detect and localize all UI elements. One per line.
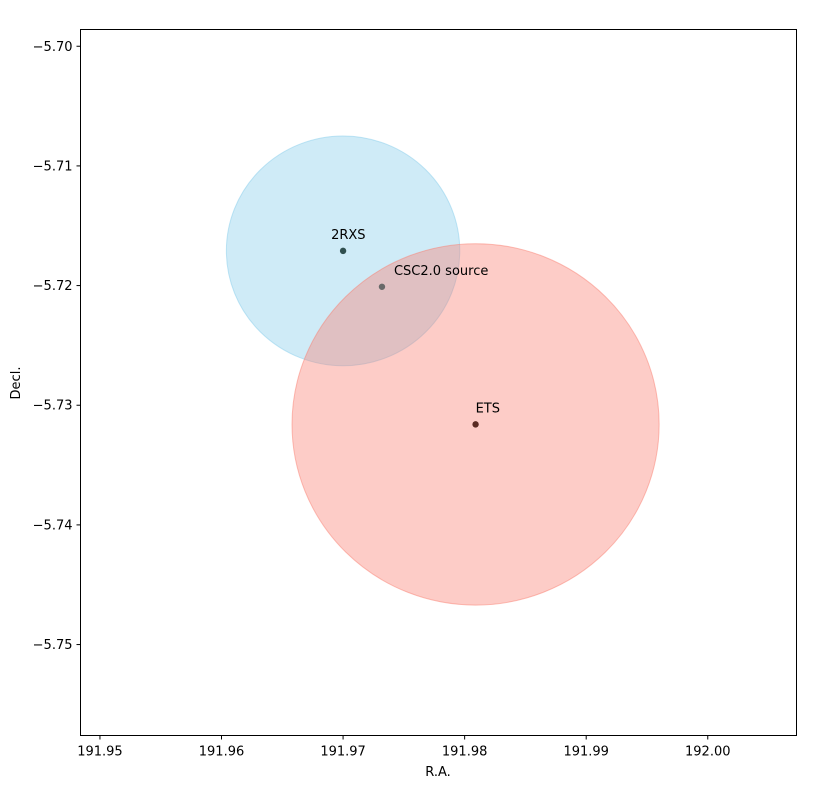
x-tick-label: 191.96	[199, 745, 245, 760]
y-tick-label: −5.70	[33, 40, 73, 55]
x-tick-label: 191.97	[320, 745, 366, 760]
point-label-ets: ETS	[476, 401, 500, 416]
plot-frame	[80, 29, 797, 736]
point-label-csc2-0-source: CSC2.0 source	[394, 264, 488, 279]
x-tick-label: 191.95	[77, 745, 123, 760]
y-tick-label: −5.75	[33, 638, 73, 653]
y-tick-label: −5.73	[33, 399, 73, 414]
y-axis-label: Decl.	[9, 367, 24, 400]
point-csc2-0-source	[378, 283, 386, 290]
point-2rxs	[339, 247, 347, 255]
y-tick-label: −5.74	[33, 518, 73, 533]
x-tick-label: 191.98	[442, 745, 488, 760]
y-tick-label: −5.72	[33, 279, 73, 294]
x-tick-label: 191.99	[563, 745, 609, 760]
y-tick-label: −5.71	[33, 159, 73, 174]
x-axis-label: R.A.	[425, 765, 451, 780]
y-axis: −5.70 −5.71 −5.72 −5.73 −5.74 −5.75	[33, 40, 81, 653]
x-tick-label: 192.00	[685, 745, 731, 760]
point-ets	[472, 421, 479, 428]
source-points: 2RXS CSC2.0 source ETS	[331, 228, 500, 428]
point-label-2rxs: 2RXS	[331, 228, 365, 243]
x-axis: 191.95 191.96 191.97 191.98 191.99 192.00	[77, 735, 731, 760]
